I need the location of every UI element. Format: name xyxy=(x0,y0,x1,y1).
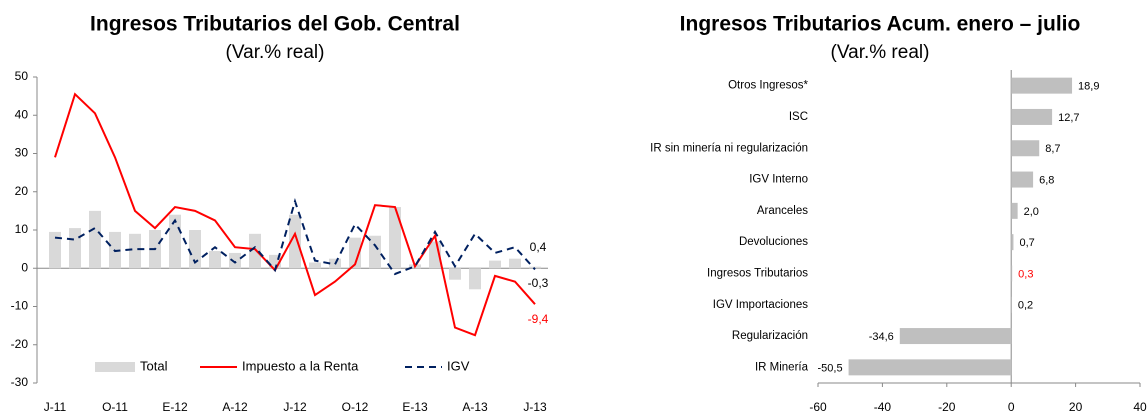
series-line xyxy=(54,197,536,276)
y-tick-label: -30 xyxy=(11,375,29,389)
x-tick-label: A-12 xyxy=(222,400,248,414)
bar xyxy=(1011,234,1014,251)
data-label: 18,9 xyxy=(1078,81,1099,93)
bar xyxy=(1011,265,1013,282)
bar xyxy=(189,230,201,269)
x-tick-label: E-13 xyxy=(402,400,428,414)
bar xyxy=(369,235,381,269)
category-label: Ingresos Tributarios xyxy=(707,267,808,279)
bar xyxy=(129,233,141,269)
series-line xyxy=(54,92,536,337)
bar xyxy=(1011,202,1018,219)
y-tick-label: 0 xyxy=(21,260,28,274)
bar xyxy=(229,252,241,269)
bar xyxy=(469,268,481,290)
category-label: Devoluciones xyxy=(739,236,808,248)
data-label: 12,7 xyxy=(1058,112,1079,124)
x-tick-label: A-13 xyxy=(462,400,488,414)
y-tick-label: 30 xyxy=(15,146,29,160)
chart-subtitle: (Var.% real) xyxy=(831,42,930,63)
data-label: 0,2 xyxy=(1018,300,1033,312)
bar xyxy=(449,268,461,280)
x-tick-label: O-12 xyxy=(342,400,369,414)
x-tick-label: 20 xyxy=(1069,400,1083,414)
y-tick-label: 40 xyxy=(15,107,29,121)
category-label: Otros Ingresos* xyxy=(728,80,808,92)
x-tick-label: J-13 xyxy=(523,400,547,414)
bar xyxy=(89,210,101,269)
y-tick-label: -20 xyxy=(11,337,29,351)
data-label: 8,7 xyxy=(1045,143,1060,155)
legend-label: IGV xyxy=(447,358,470,373)
x-tick-label: -60 xyxy=(809,400,827,414)
bar xyxy=(509,258,521,269)
bar xyxy=(249,233,261,269)
category-label: Aranceles xyxy=(757,205,808,217)
bar xyxy=(1011,108,1053,125)
legend-label: Total xyxy=(140,358,168,373)
category-label: ISC xyxy=(789,111,808,123)
bar xyxy=(69,228,81,269)
x-tick-label: -40 xyxy=(874,400,892,414)
y-tick-label: 50 xyxy=(15,69,29,83)
bar xyxy=(529,266,541,269)
category-label: IR Minería xyxy=(755,361,809,373)
bar xyxy=(899,328,1012,345)
legend-label: Impuesto a la Renta xyxy=(242,358,359,373)
x-tick-label: 0 xyxy=(1008,400,1015,414)
x-tick-label: -20 xyxy=(938,400,956,414)
x-tick-label: E-12 xyxy=(162,400,188,414)
chart-title: Ingresos Tributarios del Gob. Central xyxy=(90,13,460,36)
data-label: 0,7 xyxy=(1019,237,1034,249)
category-label: IR sin minería ni regularización xyxy=(650,142,808,154)
bar xyxy=(1011,296,1012,313)
data-label: 0,4 xyxy=(530,240,547,254)
data-label: 2,0 xyxy=(1024,206,1039,218)
data-label: -0,3 xyxy=(528,276,549,290)
bar xyxy=(349,237,361,269)
bar xyxy=(209,251,221,269)
x-tick-label: J-11 xyxy=(44,400,67,414)
bar xyxy=(49,231,61,269)
data-label: -50,5 xyxy=(818,362,843,374)
bar xyxy=(309,262,321,269)
data-label: 6,8 xyxy=(1039,174,1054,186)
bar xyxy=(289,214,301,269)
data-label: 0,3 xyxy=(1018,268,1033,280)
category-label: IGV Importaciones xyxy=(713,299,808,311)
y-tick-label: 10 xyxy=(15,222,29,236)
chart-title: Ingresos Tributarios Acum. enero – julio xyxy=(680,13,1081,36)
legend-swatch xyxy=(95,362,135,372)
data-label: -34,6 xyxy=(869,331,894,343)
bar xyxy=(1011,140,1040,157)
y-tick-label: 20 xyxy=(15,184,29,198)
data-label: -9,4 xyxy=(528,312,549,326)
x-tick-label: O-11 xyxy=(102,400,128,414)
x-tick-label: 40 xyxy=(1133,400,1147,414)
y-tick-label: -10 xyxy=(11,299,29,313)
bar xyxy=(489,260,501,269)
x-tick-label: J-12 xyxy=(283,400,307,414)
bar xyxy=(389,207,401,269)
chart-subtitle: (Var.% real) xyxy=(226,42,325,63)
bar xyxy=(1011,171,1034,188)
bar xyxy=(848,359,1012,376)
bar xyxy=(1011,77,1073,94)
category-label: IGV Interno xyxy=(749,174,808,186)
category-label: Regularización xyxy=(732,330,808,342)
